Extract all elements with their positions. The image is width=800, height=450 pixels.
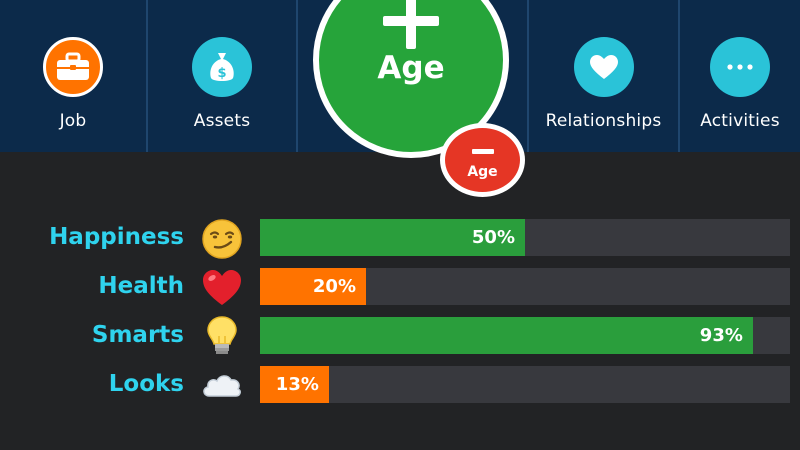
looks-bar: 13% [260,366,790,403]
light-bulb-icon [207,316,237,354]
plus-icon [383,0,439,49]
nav-item-assets[interactable]: $ Assets [148,0,296,152]
nav-label-assets: Assets [193,111,251,131]
smirk-face-icon [202,219,242,259]
nav-divider [296,0,298,152]
heart-icon [589,55,618,79]
assets-icon-circle: $ [192,37,252,97]
happiness-bar: 50% [260,219,790,256]
age-up-label: Age [377,50,445,86]
activities-icon-circle [710,37,770,97]
heart-icon [203,270,241,305]
age-down-label: Age [467,164,498,180]
stat-label-smarts: Smarts [91,322,184,348]
nav-label-relationships: Relationships [545,111,662,131]
age-down-button[interactable]: Age [440,123,525,197]
smarts-value: 93% [699,325,743,346]
nav-item-job[interactable]: Job [0,0,146,152]
smarts-bar: 93% [260,317,790,354]
smarts-bar-fill: 93% [260,317,753,354]
stat-label-looks: Looks [108,371,184,397]
minus-icon [472,149,494,154]
nav-divider [146,0,148,152]
money-bag-icon: $ [210,53,234,81]
job-icon-circle [43,37,103,97]
health-value: 20% [312,276,356,297]
happiness-value: 50% [471,227,515,248]
cloud-icon [203,375,241,397]
nav-label-activities: Activities [700,111,780,131]
ellipsis-icon [727,64,753,70]
happiness-bar-fill: 50% [260,219,525,256]
health-bar: 20% [260,268,790,305]
nav-item-relationships[interactable]: Relationships [529,0,678,152]
looks-bar-fill: 13% [260,366,329,403]
looks-value: 13% [275,374,319,395]
nav-divider [527,0,529,152]
stat-label-happiness: Happiness [49,224,184,250]
relationships-icon-circle [573,37,634,97]
stat-label-health: Health [98,273,184,299]
health-bar-fill: 20% [260,268,366,305]
nav-divider [678,0,680,152]
svg-text:$: $ [217,66,226,81]
nav-label-job: Job [59,111,87,131]
briefcase-icon [57,52,89,80]
nav-item-activities[interactable]: Activities [680,0,800,152]
